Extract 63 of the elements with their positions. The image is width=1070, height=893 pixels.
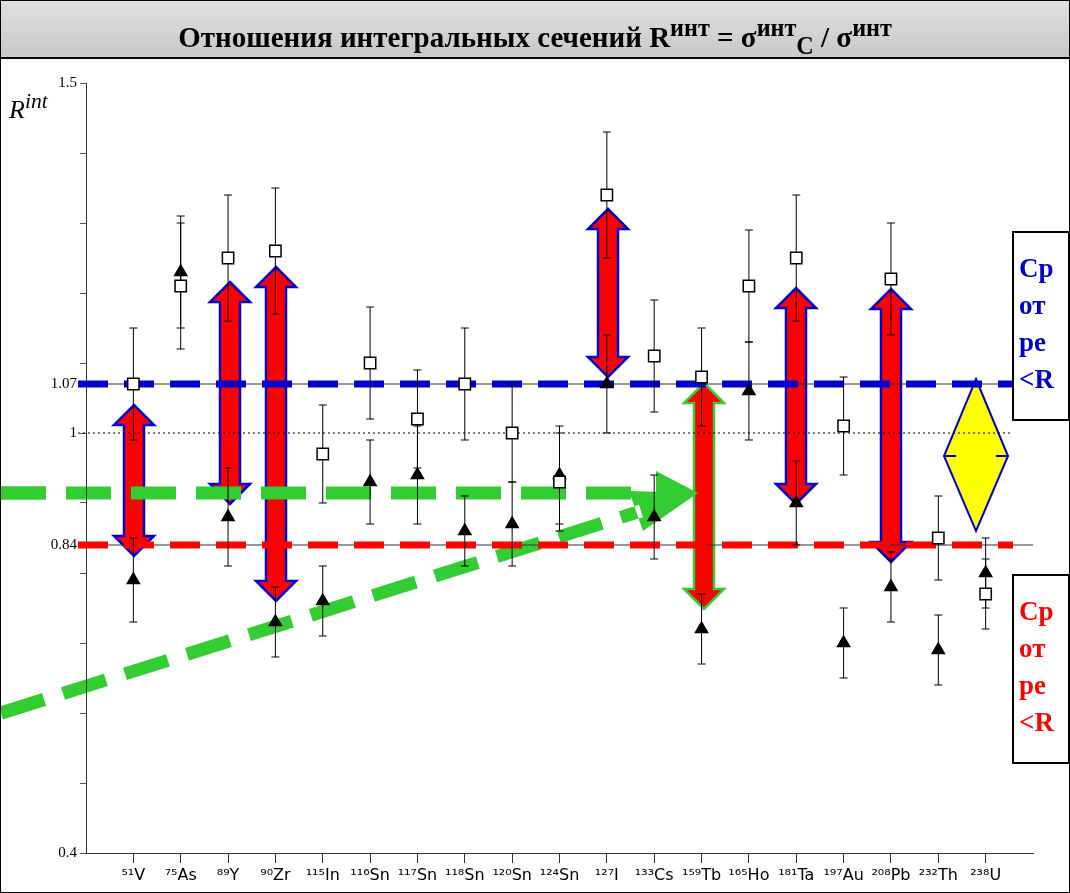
x-tick-label: ¹²⁴Sn <box>539 864 580 884</box>
point <box>979 587 993 601</box>
x-tick-label: ¹¹⁷Sn <box>397 864 438 884</box>
x-tick-label: ⁵¹V <box>121 864 146 884</box>
point <box>174 279 188 293</box>
point <box>837 419 851 433</box>
point <box>742 279 756 293</box>
point <box>315 593 330 606</box>
point <box>363 356 377 370</box>
point <box>458 377 472 391</box>
x-tick-label: ¹⁶⁵Ho <box>728 864 770 884</box>
point <box>411 412 424 426</box>
y-tick-label: 1.07 <box>50 374 78 391</box>
x-tick-label: ¹²⁰Sn <box>492 864 532 884</box>
x-tick-label: ¹⁵⁹Tb <box>681 864 722 884</box>
point <box>268 244 282 258</box>
y-axis-title: R$^{int}$ <box>9 89 48 125</box>
x-tick-label: ¹²⁷I <box>594 864 619 884</box>
point <box>553 475 566 489</box>
point <box>884 579 898 592</box>
point <box>126 572 141 585</box>
point <box>410 467 425 480</box>
ref-line-label: Ср от ре <R <box>1019 595 1055 737</box>
x-tick-label: ¹¹⁵In <box>305 864 340 884</box>
point <box>600 188 614 202</box>
y-tick-label: 0.84 <box>50 535 78 552</box>
x-tick-label: ¹¹⁶Sn <box>350 864 390 884</box>
point <box>268 614 283 627</box>
point <box>695 370 708 384</box>
point <box>742 383 756 396</box>
x-tick-label: ²⁰⁸Pb <box>871 864 911 884</box>
y-tick-label: 1 <box>69 423 77 440</box>
x-tick-label: ¹⁸¹Ta <box>778 864 815 884</box>
x-tick-label: ¹¹⁸Sn <box>445 864 485 884</box>
point <box>505 426 519 440</box>
point <box>363 474 377 487</box>
point <box>505 516 519 529</box>
point <box>600 376 614 389</box>
point <box>694 621 709 634</box>
point <box>836 635 851 648</box>
point <box>931 642 946 655</box>
point <box>126 377 140 391</box>
point <box>789 495 804 508</box>
point <box>457 523 472 536</box>
x-tick-label: ²³⁸U <box>970 864 1002 884</box>
x-tick-label: ¹³³Cs <box>634 864 674 884</box>
point <box>647 509 662 522</box>
point <box>316 447 330 461</box>
x-tick-label: ²³²Th <box>918 864 958 884</box>
point <box>978 565 993 578</box>
x-tick-label: ⁷⁵As <box>164 864 197 884</box>
chart-title: Отношения интегральных сечений R$^{инт}$ = σ$^{инт}$$_{C}$ / σ$^{инт}$ <box>178 14 892 59</box>
y-tick-label: 0.4 <box>58 843 78 860</box>
ref-line-label: Ср от ре <R <box>1019 252 1055 394</box>
point <box>789 251 803 265</box>
x-tick-label: ⁸⁹Y <box>216 864 240 884</box>
x-tick-label: ¹⁹⁷Au <box>823 864 864 884</box>
y-tick-label: 1.5 <box>58 73 77 90</box>
point <box>931 531 945 545</box>
point <box>173 264 188 277</box>
point <box>221 509 235 522</box>
x-tick-label: ⁹⁰Zr <box>260 864 291 884</box>
point <box>647 349 661 363</box>
